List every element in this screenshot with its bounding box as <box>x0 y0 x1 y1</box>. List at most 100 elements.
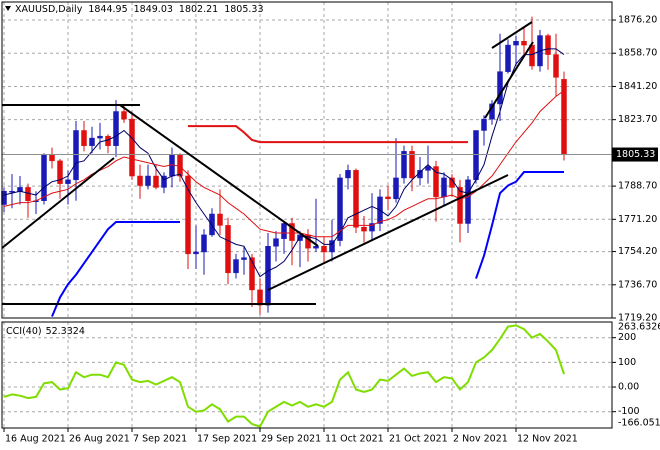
candle-body <box>201 234 207 253</box>
candle-body <box>433 166 439 198</box>
cci-frame <box>1 321 613 429</box>
y-limit-label: 263.6326 <box>618 322 660 333</box>
candle-body <box>345 170 351 179</box>
candle-body <box>41 154 47 201</box>
indicator-line <box>51 171 564 317</box>
candle-body <box>369 223 375 232</box>
candle-body <box>177 154 183 177</box>
candle-body <box>481 118 487 131</box>
candle-body <box>97 135 103 139</box>
candle-body <box>25 187 31 201</box>
y-tick-label: 1841.20 <box>618 81 657 92</box>
header-value: 1844.95 <box>88 4 127 15</box>
y-tick-label: 1788.70 <box>618 181 657 192</box>
candle-body <box>257 289 263 306</box>
price-label-bg <box>612 147 658 162</box>
candle-body <box>121 111 127 120</box>
y-tick-label: 100 <box>618 357 636 368</box>
candle-body <box>409 151 415 179</box>
y-tick-label: 1858.70 <box>618 48 657 59</box>
chart-title: XAUUSD,Daily <box>15 4 83 15</box>
y-tick-label: -100 <box>618 406 640 417</box>
y-tick-label: 1736.70 <box>618 279 657 290</box>
candle-body <box>225 225 231 274</box>
candle-body <box>457 187 463 224</box>
candle-body <box>273 238 279 247</box>
candle-body <box>105 135 111 146</box>
candle-body <box>129 118 135 177</box>
trend-line <box>491 21 533 49</box>
candle-body <box>153 175 159 188</box>
candle-body <box>193 251 199 255</box>
candle-body <box>9 190 15 193</box>
candle-body <box>329 240 335 253</box>
indicator-line <box>3 48 565 278</box>
candle-body <box>233 259 239 274</box>
candle-body <box>113 111 119 146</box>
x-tick-label: 16 Aug 2021 <box>5 434 66 445</box>
y-tick-label: 1754.20 <box>618 246 657 257</box>
header-value: 1802.21 <box>179 4 218 15</box>
candle-body <box>313 246 319 249</box>
price-label: 1805.33 <box>616 149 655 160</box>
candle-body <box>353 170 359 228</box>
candle-body <box>473 130 479 181</box>
indicator-line <box>188 125 468 144</box>
header-value: 1805.33 <box>224 4 263 15</box>
candle-body <box>553 54 559 78</box>
candle-body <box>49 154 55 162</box>
x-tick-label: 21 Oct 2021 <box>389 434 448 445</box>
menu-icon[interactable] <box>5 6 11 11</box>
candle-body <box>521 41 527 46</box>
candle-body <box>385 196 391 200</box>
candle-body <box>161 175 167 188</box>
chart-header: XAUUSD,Daily 1844.95 1849.03 1802.21 1805.33 <box>15 4 264 15</box>
candle-body <box>465 179 471 224</box>
y-tick-label: 200 <box>618 332 636 343</box>
x-tick-label: 12 Nov 2021 <box>517 434 578 445</box>
y-tick-label: 1771.20 <box>618 214 657 225</box>
candle-body <box>513 41 519 46</box>
x-tick-label: 29 Sep 2021 <box>261 434 321 445</box>
candle-body <box>17 187 23 192</box>
cci-header: CCI(40) 52.3324 <box>6 326 85 337</box>
candle-body <box>89 137 95 146</box>
x-tick-label: 2 Nov 2021 <box>453 434 508 445</box>
cci-value: 52.3324 <box>46 326 85 337</box>
x-tick-label: 26 Aug 2021 <box>69 434 130 445</box>
candle-body <box>401 151 407 179</box>
y-tick-label: 1823.70 <box>618 114 657 125</box>
candle-body <box>505 44 511 72</box>
trend-lines <box>1 21 534 305</box>
candle-body <box>393 177 399 200</box>
candle-body <box>145 175 151 186</box>
y-tick-label: 1719.20 <box>618 313 657 324</box>
candle-body <box>265 246 271 306</box>
candle-body <box>81 130 87 146</box>
x-tick-label: 7 Sep 2021 <box>133 434 187 445</box>
candle-body <box>217 213 223 226</box>
candle-body <box>185 175 191 255</box>
candle-body <box>249 257 255 291</box>
header-value: 1849.03 <box>134 4 173 15</box>
candle-body <box>425 166 431 171</box>
candle-body <box>321 246 327 253</box>
candle-body <box>65 179 71 184</box>
trend-line <box>484 41 534 119</box>
y-tick-label: 0.00 <box>618 382 639 393</box>
candle-body <box>241 257 247 260</box>
x-tick-label: 11 Oct 2021 <box>325 434 384 445</box>
y-tick-label: 1876.20 <box>618 15 657 26</box>
candle-body <box>57 160 63 184</box>
candle-body <box>209 213 215 236</box>
candle-body <box>337 177 343 241</box>
candle-body <box>281 223 287 239</box>
trend-line <box>1 157 115 249</box>
candle-body <box>561 79 567 155</box>
candle-body <box>137 175 143 186</box>
candle-body <box>73 130 79 181</box>
candle-body <box>361 227 367 232</box>
y-limit-label: -166.051 <box>618 418 660 429</box>
